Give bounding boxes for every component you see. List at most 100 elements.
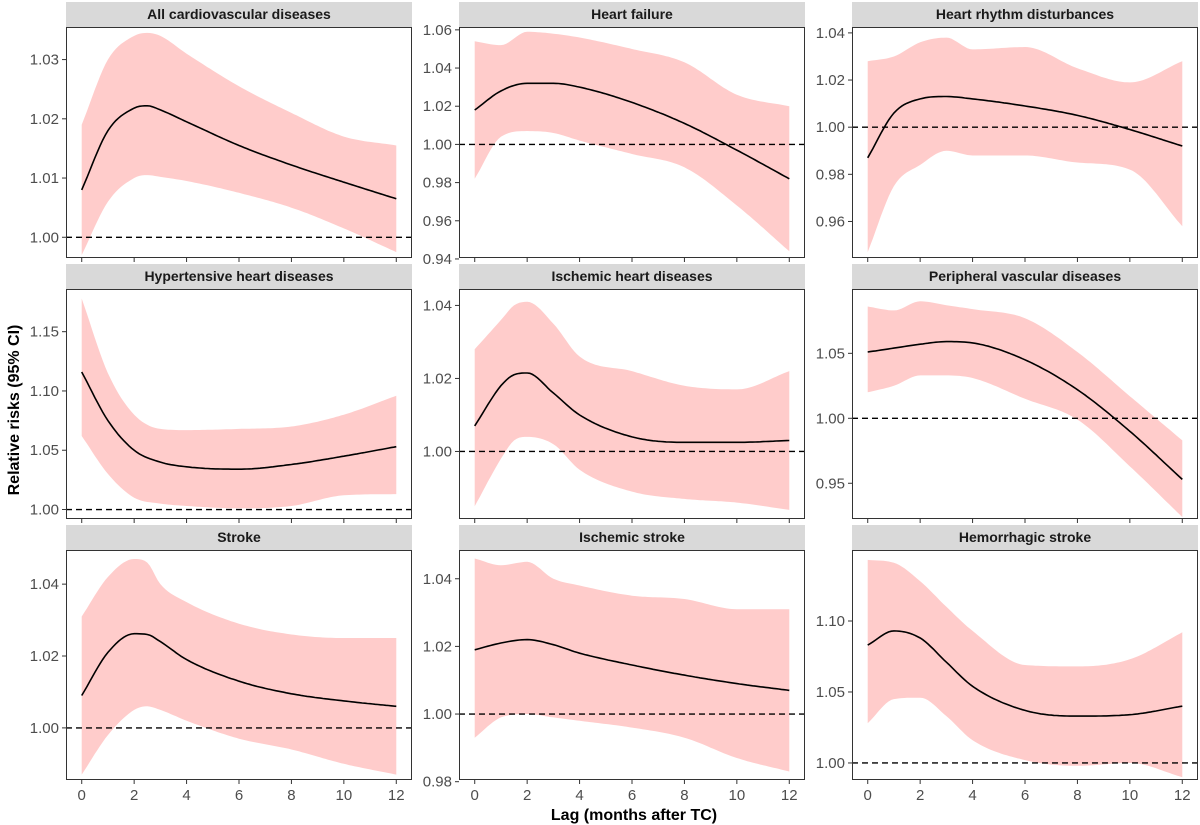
y-tick-label: 1.05 <box>816 684 845 701</box>
estimate-line <box>81 632 397 708</box>
facet-panel: Hypertensive heart diseases 1.00 1.05 1.10 1… <box>30 264 412 523</box>
y-tick-label: 1.04 <box>30 576 59 593</box>
facet-panel: Hemorrhagic stroke 1.00 1.05 1.10 0 2 4 6 8 10 12 <box>816 525 1198 804</box>
y-tick-label: 1.01 <box>30 170 59 187</box>
y-tick-label: 1.02 <box>423 370 452 387</box>
estimate-line <box>80 371 397 470</box>
facet-strip <box>852 264 1198 289</box>
x-tick-label: 2 <box>523 787 531 804</box>
y-tick-label: 1.04 <box>423 297 452 314</box>
x-tick-label: 10 <box>1122 787 1139 804</box>
facet-strip <box>852 525 1198 550</box>
y-tick-label: 0.98 <box>423 774 452 791</box>
y-tick-label: 1.10 <box>30 383 59 400</box>
confidence-band <box>474 31 790 252</box>
y-axis-title: Relative risks (95% CI) <box>6 325 23 496</box>
y-tick-label: 1.00 <box>30 720 59 737</box>
facet-strip <box>66 264 412 289</box>
y-tick-label: 1.04 <box>423 571 452 588</box>
facet-strip <box>459 264 805 289</box>
panel-border <box>459 289 805 519</box>
y-tick-label: 1.04 <box>423 60 452 77</box>
confidence-band <box>81 559 397 775</box>
facet-title: Stroke <box>217 529 261 545</box>
estimate-line <box>474 638 790 692</box>
x-tick-label: 10 <box>336 787 353 804</box>
y-tick-label: 0.95 <box>816 475 845 492</box>
facet-title: Hypertensive heart diseases <box>144 268 333 284</box>
estimate-line <box>474 372 790 444</box>
y-tick-label: 1.00 <box>30 229 59 246</box>
y-tick-label: 0.96 <box>423 213 452 230</box>
facet-panel: Heart rhythm disturbances 0.96 0.98 1.00 1.0… <box>816 2 1198 262</box>
x-tick-label: 12 <box>781 787 798 804</box>
x-tick-label: 2 <box>130 787 138 804</box>
y-tick-label: 1.02 <box>30 648 59 665</box>
x-tick-label: 12 <box>1174 787 1191 804</box>
x-tick-label: 6 <box>1021 787 1029 804</box>
facet-strip <box>66 525 412 550</box>
y-tick-label: 1.00 <box>816 410 845 427</box>
y-tick-label: 0.96 <box>816 213 845 230</box>
facet-strip <box>852 2 1198 27</box>
y-tick-label: 0.98 <box>816 166 845 183</box>
panel-border <box>459 27 805 258</box>
confidence-band <box>81 32 397 256</box>
y-tick-label: 1.03 <box>30 52 59 69</box>
x-tick-label: 2 <box>916 787 924 804</box>
confidence-band <box>474 301 790 510</box>
x-axis-title: Lag (months after TC) <box>551 807 717 824</box>
confidence-band <box>867 559 1183 778</box>
y-tick-label: 1.02 <box>423 98 452 115</box>
facet-panel: All cardiovascular diseases 1.00 1.01 1.02 1… <box>30 2 412 262</box>
facet-title: Heart failure <box>591 6 673 22</box>
confidence-band <box>81 298 397 509</box>
x-tick-label: 8 <box>1073 787 1081 804</box>
x-tick-label: 4 <box>182 787 190 804</box>
y-tick-label: 1.06 <box>423 22 452 39</box>
panel-border <box>66 289 412 519</box>
y-tick-label: 0.98 <box>423 175 452 192</box>
facet-panel: Ischemic stroke 0.98 1.00 1.02 1.04 0 2 4 6 8 10 12 <box>423 525 805 804</box>
facet-title: Hemorrhagic stroke <box>959 529 1091 545</box>
facet-panel: Peripheral vascular diseases 0.95 1.00 1.05 <box>816 264 1198 523</box>
panel-border <box>852 27 1198 258</box>
panels-group: All cardiovascular diseases 1.00 1.01 1.02 1… <box>30 2 1198 804</box>
panel-border <box>852 550 1198 780</box>
facet-title: Heart rhythm disturbances <box>936 6 1114 22</box>
confidence-band <box>867 301 1183 518</box>
estimate-line <box>474 82 790 180</box>
facet-title: Ischemic stroke <box>579 529 685 545</box>
y-tick-label: 1.15 <box>30 324 59 341</box>
y-tick-label: 1.05 <box>816 345 845 362</box>
facet-panel: Stroke 1.00 1.02 1.04 0 2 4 6 8 10 12 <box>30 525 412 804</box>
x-tick-label: 8 <box>287 787 295 804</box>
facet-panel: Heart failure 0.94 0.96 0.98 1.00 1.02 1.04 1.0… <box>423 2 805 268</box>
facet-title: Ischemic heart diseases <box>551 268 712 284</box>
x-tick-label: 0 <box>78 787 86 804</box>
panel-border <box>66 550 412 780</box>
x-tick-label: 6 <box>628 787 636 804</box>
y-tick-label: 1.00 <box>816 755 845 772</box>
estimate-line <box>867 95 1183 159</box>
facet-strip <box>459 525 805 550</box>
x-tick-label: 12 <box>388 787 405 804</box>
x-tick-label: 8 <box>680 787 688 804</box>
y-tick-label: 1.02 <box>30 111 59 128</box>
y-tick-label: 1.10 <box>816 613 845 630</box>
x-tick-label: 4 <box>575 787 583 804</box>
facet-strip <box>66 2 412 27</box>
facet-title: Peripheral vascular diseases <box>929 268 1121 284</box>
x-tick-label: 4 <box>968 787 976 804</box>
y-tick-label: 1.00 <box>423 136 452 153</box>
x-tick-label: 0 <box>864 787 872 804</box>
y-tick-label: 1.00 <box>816 119 845 136</box>
panel-border <box>66 27 412 258</box>
estimate-line <box>80 105 397 200</box>
y-tick-label: 1.02 <box>423 638 452 655</box>
panel-border <box>852 289 1198 519</box>
panel-border <box>459 550 805 780</box>
facet-strip <box>459 2 805 27</box>
y-tick-label: 0.94 <box>423 251 452 268</box>
